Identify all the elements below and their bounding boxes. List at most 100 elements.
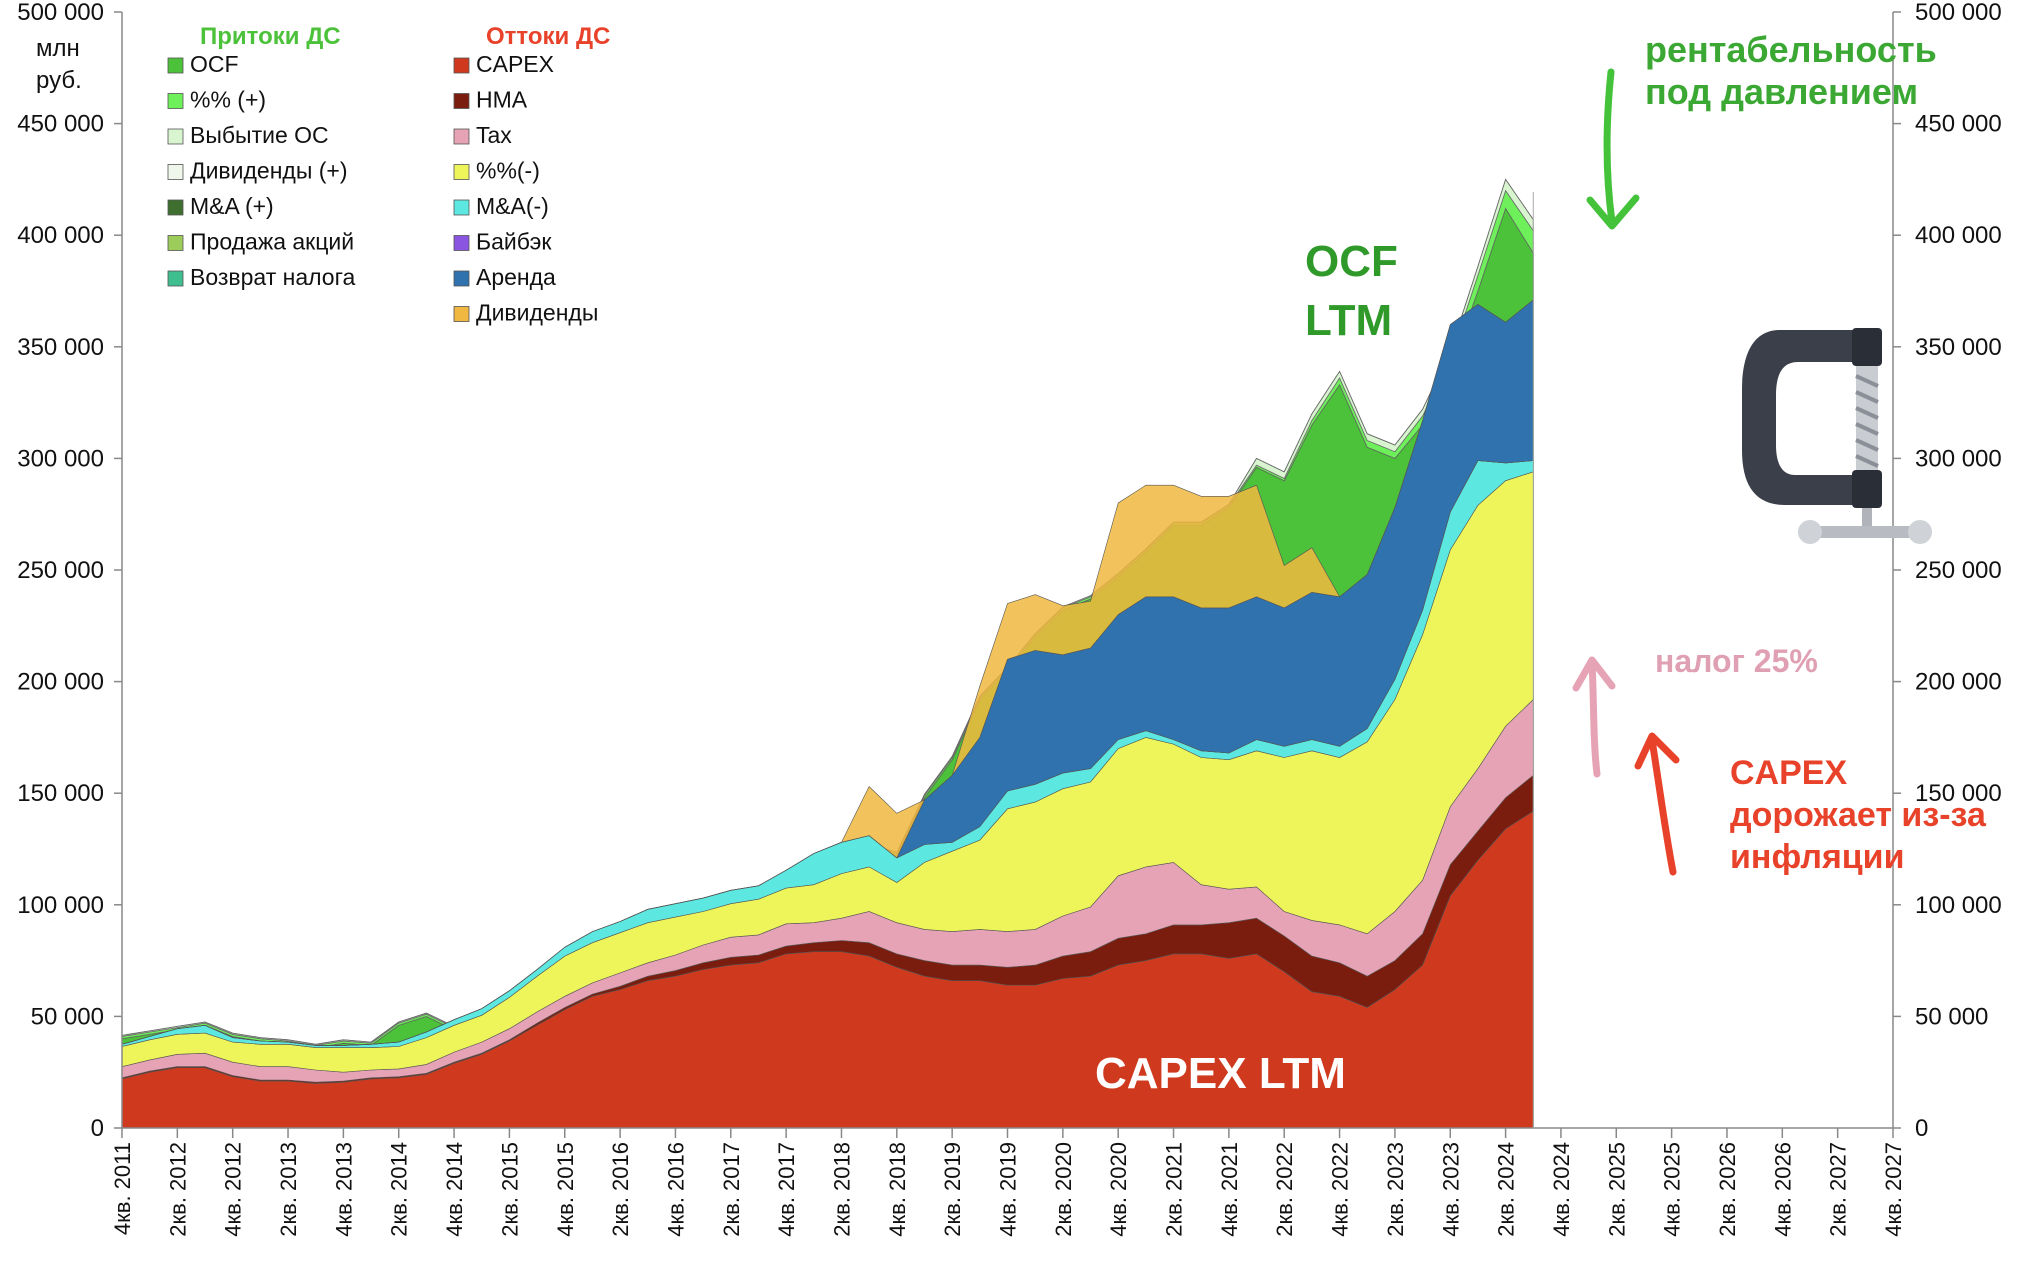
legend-item-label: Выбытие ОС xyxy=(190,122,329,148)
clamp-icon xyxy=(1742,328,1932,544)
x-tick-label: 4кв. 2018 xyxy=(885,1142,910,1237)
y-tick-label-right: 50 000 xyxy=(1915,1003,1988,1030)
x-tick-label: 4кв. 2019 xyxy=(996,1142,1021,1237)
legend-swatch xyxy=(453,128,470,145)
tax-note: налог 25% xyxy=(1655,643,1818,679)
y-tick-label-right: 250 000 xyxy=(1915,557,2002,584)
x-tick-label: 2кв. 2015 xyxy=(497,1142,522,1237)
x-tick-label: 4кв. 2011 xyxy=(110,1142,135,1235)
x-tick-label: 4кв. 2014 xyxy=(442,1142,467,1237)
capex-note-2: дорожает из-за xyxy=(1730,796,1987,834)
y-tick-label-left: 300 000 xyxy=(17,445,104,472)
y-tick-label-left: 400 000 xyxy=(17,222,104,249)
x-tick-label: 2кв. 2024 xyxy=(1494,1142,1519,1237)
y-tick-label-right: 0 xyxy=(1915,1115,1928,1142)
ocf-label-1: OCF xyxy=(1305,237,1398,286)
legend-swatch xyxy=(453,57,470,74)
y-tick-label-right: 500 000 xyxy=(1915,0,2002,26)
x-tick-label: 2кв. 2017 xyxy=(719,1142,744,1237)
legend-item-label: Продажа акций xyxy=(190,229,354,255)
x-tick-label: 2кв. 2019 xyxy=(940,1142,965,1237)
legend-item-label: Tax xyxy=(476,122,512,148)
green-arrow-icon xyxy=(1586,68,1640,230)
x-tick-label: 4кв. 2026 xyxy=(1770,1142,1795,1237)
y-tick-label-left: 350 000 xyxy=(17,334,104,361)
legend-item-label: Дивиденды xyxy=(476,300,598,326)
y-tick-label-left: 200 000 xyxy=(17,669,104,696)
legend-item-label: M&A (+) xyxy=(190,193,274,219)
legend-swatch xyxy=(167,199,184,216)
y-axis-label-line2: руб. xyxy=(36,67,82,94)
y-axis-label: млн xyxy=(36,35,80,62)
legend-item-label: НМА xyxy=(476,87,528,113)
legend-item-label: Байбэк xyxy=(476,229,552,255)
x-tick-label: 2кв. 2018 xyxy=(829,1142,854,1237)
legend-item-label: Возврат налога xyxy=(190,264,355,290)
y-tick-label-right: 350 000 xyxy=(1915,334,2002,361)
pink-arrow-icon xyxy=(1572,656,1616,778)
legend-item-label: %%(-) xyxy=(476,158,540,184)
legend-title: Оттоки ДС xyxy=(486,23,610,50)
legend-swatch xyxy=(453,235,470,251)
y-tick-label-left: 0 xyxy=(91,1115,104,1142)
legend-item-label: Дивиденды (+) xyxy=(190,158,348,184)
y-tick-label-right: 150 000 xyxy=(1915,780,2002,807)
legend-item-label: Аренда xyxy=(476,264,556,290)
x-tick-label: 4кв. 2022 xyxy=(1328,1142,1353,1237)
legend-swatch xyxy=(453,93,470,109)
x-tick-label: 2кв. 2023 xyxy=(1383,1142,1408,1237)
x-tick-label: 2кв. 2026 xyxy=(1715,1142,1740,1237)
legend-item-label: OCF xyxy=(190,51,239,77)
x-tick-label: 4кв. 2025 xyxy=(1660,1142,1685,1237)
legend-swatch xyxy=(167,164,184,180)
stacked-areas xyxy=(121,178,1534,1129)
capex-note-3: инфляции xyxy=(1730,838,1904,876)
y-tick-label-left: 50 000 xyxy=(31,1003,104,1030)
legend-title: Притоки ДС xyxy=(200,23,341,50)
y-tick-label-right: 300 000 xyxy=(1915,445,2002,472)
x-tick-label: 2кв. 2013 xyxy=(276,1142,301,1237)
y-axis-left: 0 50 000 100 000 150 000 200 000 250 000 300 0… xyxy=(17,0,122,1142)
x-tick-label: 4кв. 2027 xyxy=(1881,1142,1906,1237)
y-tick-label-left: 100 000 xyxy=(17,892,104,919)
x-tick-label: 2кв. 2014 xyxy=(387,1142,412,1237)
y-tick-label-right: 200 000 xyxy=(1915,669,2002,696)
x-axis: 4кв. 2011 2кв. 2012 4кв. 2012 2кв. 2013 4кв.… xyxy=(110,1128,1906,1237)
x-tick-label: 4кв. 2021 xyxy=(1217,1142,1242,1237)
x-tick-label: 2кв. 2022 xyxy=(1272,1142,1297,1237)
legend-swatch xyxy=(453,164,470,180)
legend-item-label: M&A(-) xyxy=(476,193,549,219)
x-tick-label: 4кв. 2023 xyxy=(1438,1142,1463,1237)
x-tick-label: 2кв. 2027 xyxy=(1826,1142,1851,1237)
y-tick-label-left: 500 000 xyxy=(17,0,104,26)
legend-swatch xyxy=(167,57,184,74)
y-tick-label-right: 450 000 xyxy=(1915,111,2002,138)
legend-item-label: CAPEX xyxy=(476,51,554,77)
x-tick-label: 2кв. 2021 xyxy=(1162,1142,1187,1237)
x-tick-label: 4кв. 2020 xyxy=(1106,1142,1131,1237)
profitability-note-2: под давлением xyxy=(1645,71,1918,112)
legend-item-label: %% (+) xyxy=(190,87,266,113)
x-tick-label: 4кв. 2017 xyxy=(774,1142,799,1237)
y-tick-label-left: 150 000 xyxy=(17,780,104,807)
x-tick-label: 2кв. 2025 xyxy=(1604,1142,1629,1237)
capex-ltm-label: CAPEX LTM xyxy=(1095,1049,1346,1098)
x-tick-label: 4кв. 2016 xyxy=(663,1142,688,1237)
legend-swatch xyxy=(167,235,184,251)
legend-swatch xyxy=(167,93,184,109)
x-tick-label: 4кв. 2024 xyxy=(1549,1142,1574,1237)
x-tick-label: 4кв. 2015 xyxy=(553,1142,578,1237)
y-tick-label-left: 250 000 xyxy=(17,557,104,584)
x-tick-label: 2кв. 2020 xyxy=(1051,1142,1076,1237)
legend-swatch xyxy=(453,306,470,322)
y-tick-label-right: 400 000 xyxy=(1915,222,2002,249)
x-tick-label: 4кв. 2013 xyxy=(331,1142,356,1237)
y-tick-label-right: 100 000 xyxy=(1915,892,2002,919)
x-tick-label: 4кв. 2012 xyxy=(221,1142,246,1237)
y-axis-right: 0 50 000 100 000 150 000 200 000 250 000 300 0… xyxy=(1893,0,2002,1142)
legend-swatch xyxy=(167,270,184,287)
red-arrow-icon xyxy=(1634,732,1680,876)
